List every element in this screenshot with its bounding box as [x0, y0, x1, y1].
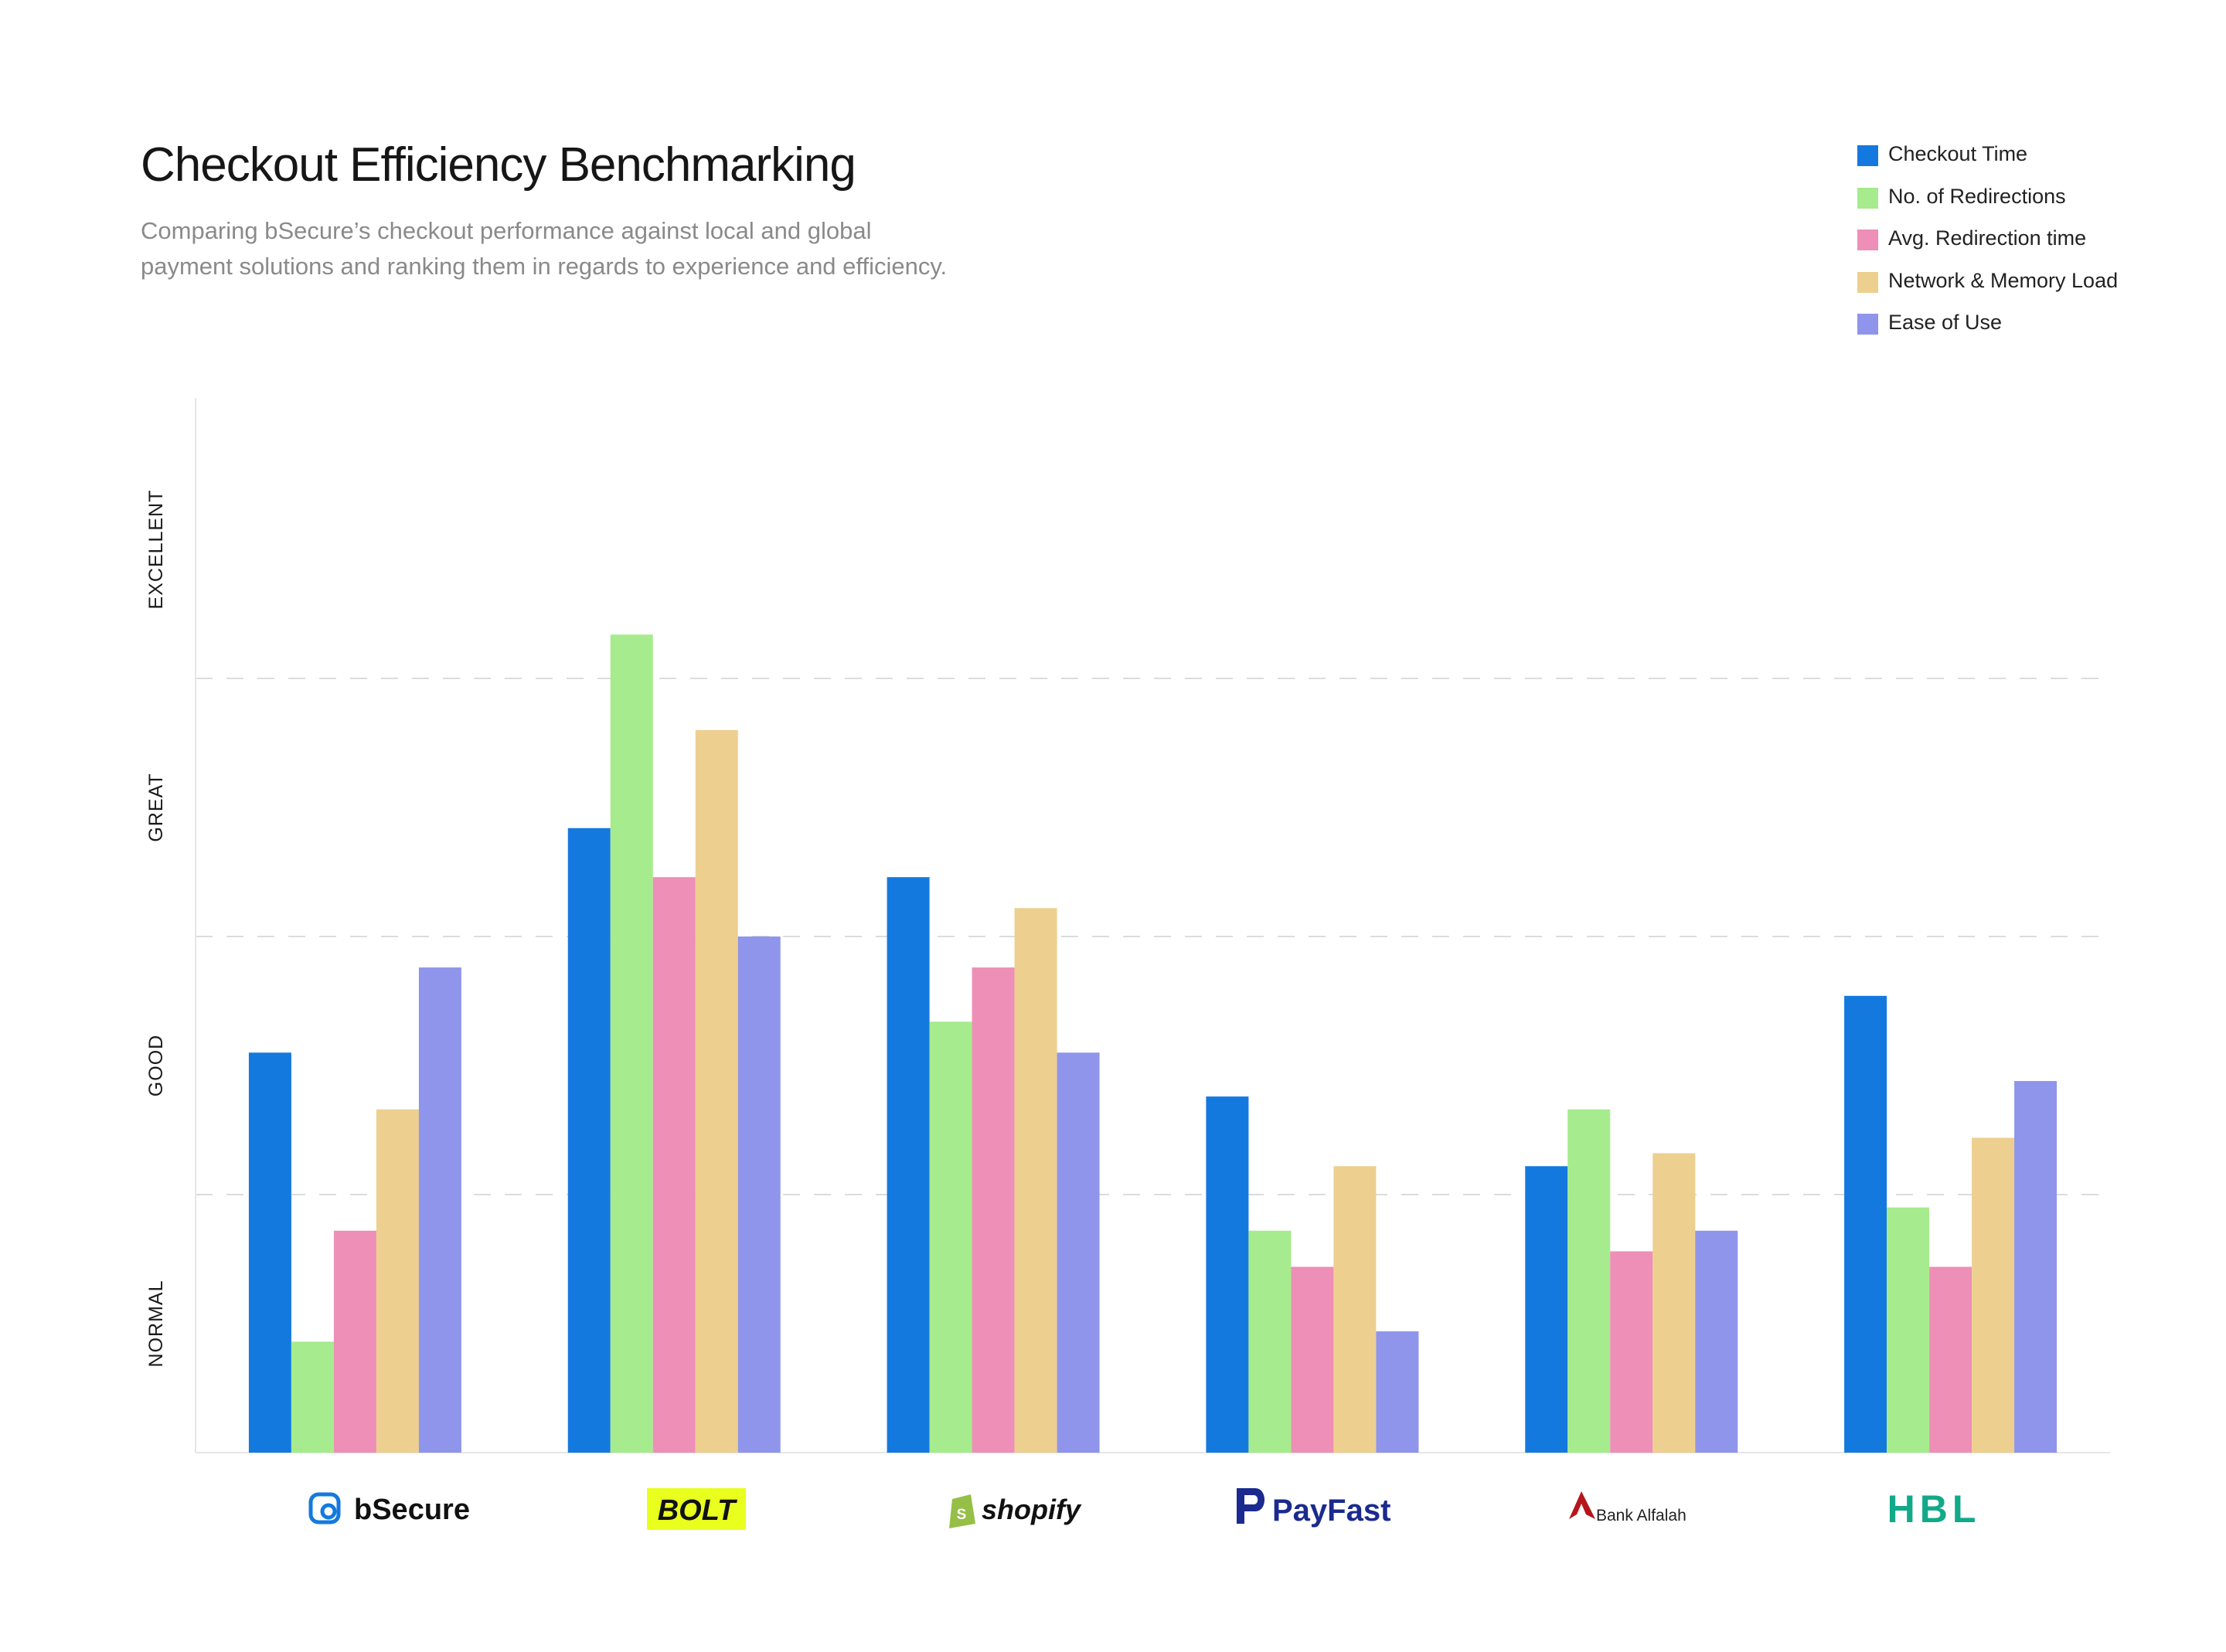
- bar-bsecure-ease-of-use: [418, 967, 461, 1453]
- legend-label: No. of Redirections: [1888, 184, 2066, 208]
- bar-bolt-avg-redirection-time: [652, 877, 696, 1453]
- legend-swatch: [1857, 271, 1878, 293]
- bar-bsecure-avg-redirection-time: [333, 1230, 376, 1453]
- bar-payfast-ease-of-use: [1376, 1331, 1419, 1453]
- legend-label: Network & Memory Load: [1888, 268, 2119, 292]
- bar-hbl-checkout-time: [1844, 995, 1887, 1453]
- y-tick-label: GOOD: [145, 1035, 167, 1096]
- x-tick-label: HBL: [1887, 1487, 1981, 1531]
- legend-swatch: [1857, 314, 1878, 335]
- x-tick-label: shopify: [982, 1494, 1082, 1525]
- legend-swatch: [1857, 187, 1878, 209]
- bar-shopify-avg-redirection-time: [972, 967, 1015, 1453]
- legend-label: Avg. Redirection time: [1888, 226, 2087, 250]
- y-tick-label: NORMAL: [145, 1280, 167, 1368]
- bar-bank-alfalah-ease-of-use: [1695, 1230, 1738, 1453]
- y-tick-label: EXCELLENT: [145, 490, 167, 610]
- x-tick-label-bolt: BOLT: [647, 1488, 746, 1530]
- x-tick-label-hbl: HBL: [1887, 1487, 1981, 1531]
- legend-swatch: [1857, 145, 1878, 166]
- bar-bsecure-checkout-time: [248, 1052, 291, 1453]
- bar-bank-alfalah-avg-redirection-time: [1610, 1251, 1653, 1453]
- chart-subtitle-line-2: payment solutions and ranking them in re…: [141, 253, 948, 280]
- shopify-bag-icon: [949, 1494, 975, 1528]
- bar-payfast-network-memory-load: [1333, 1166, 1377, 1453]
- bar-payfast-checkout-time: [1206, 1096, 1249, 1453]
- legend-label: Ease of Use: [1888, 311, 2003, 334]
- chart-title: Checkout Efficiency Benchmarking: [141, 138, 856, 192]
- bar-hbl-no-of-redirections: [1887, 1207, 1930, 1453]
- bar-hbl-ease-of-use: [2014, 1081, 2058, 1453]
- x-tick-label-bsecure: bSecure: [308, 1492, 470, 1526]
- bar-shopify-no-of-redirections: [929, 1021, 972, 1453]
- bar-hbl-network-memory-load: [1972, 1137, 2015, 1453]
- bar-hbl-avg-redirection-time: [1929, 1266, 1972, 1453]
- x-tick-label: bSecure: [354, 1494, 470, 1526]
- x-tick-label-shopify: S shopify: [949, 1494, 1082, 1528]
- x-tick-label-payfast: PayFast: [1237, 1488, 1390, 1528]
- legend-label: Checkout Time: [1888, 142, 2028, 165]
- grid-lines: [196, 678, 2110, 1195]
- bar-bsecure-network-memory-load: [376, 1109, 419, 1453]
- bsecure-logo-icon: [308, 1492, 341, 1525]
- bank-alfalah-logo-icon: [1569, 1491, 1595, 1519]
- x-tick-label: BOLT: [658, 1494, 737, 1527]
- x-tick-label: Bank Alfalah: [1596, 1507, 1687, 1525]
- bar-bank-alfalah-no-of-redirections: [1567, 1109, 1611, 1453]
- bar-bsecure-no-of-redirections: [291, 1341, 334, 1453]
- bar-bank-alfalah-network-memory-load: [1652, 1153, 1696, 1453]
- chart-subtitle: Comparing bSecure’s checkout performance…: [141, 213, 1068, 284]
- legend-swatch: [1857, 229, 1878, 250]
- bar-shopify-checkout-time: [887, 877, 930, 1453]
- bar-shopify-ease-of-use: [1057, 1052, 1100, 1453]
- bar-bolt-ease-of-use: [737, 936, 781, 1453]
- y-tick-labels: NORMAL GOOD GREAT EXCELLENT: [145, 490, 167, 1368]
- x-tick-label: PayFast: [1272, 1494, 1390, 1528]
- x-tick-label-bank-alfalah: Bank Alfalah: [1569, 1491, 1687, 1525]
- bar-bolt-no-of-redirections: [610, 634, 653, 1453]
- payfast-logo-icon: [1237, 1488, 1264, 1524]
- bar-payfast-no-of-redirections: [1248, 1230, 1292, 1453]
- bar-shopify-network-memory-load: [1014, 908, 1057, 1453]
- bolt-logo-background: [647, 1488, 746, 1530]
- bar-bolt-network-memory-load: [695, 729, 738, 1453]
- bar-bank-alfalah-checkout-time: [1525, 1166, 1568, 1453]
- bars: [248, 634, 2058, 1453]
- chart-subtitle-line-1: Comparing bSecure’s checkout performance…: [141, 217, 872, 244]
- bar-payfast-avg-redirection-time: [1291, 1266, 1334, 1453]
- y-tick-label: GREAT: [145, 773, 167, 841]
- bar-bolt-checkout-time: [567, 828, 611, 1453]
- shopify-bag-letter: S: [957, 1507, 967, 1523]
